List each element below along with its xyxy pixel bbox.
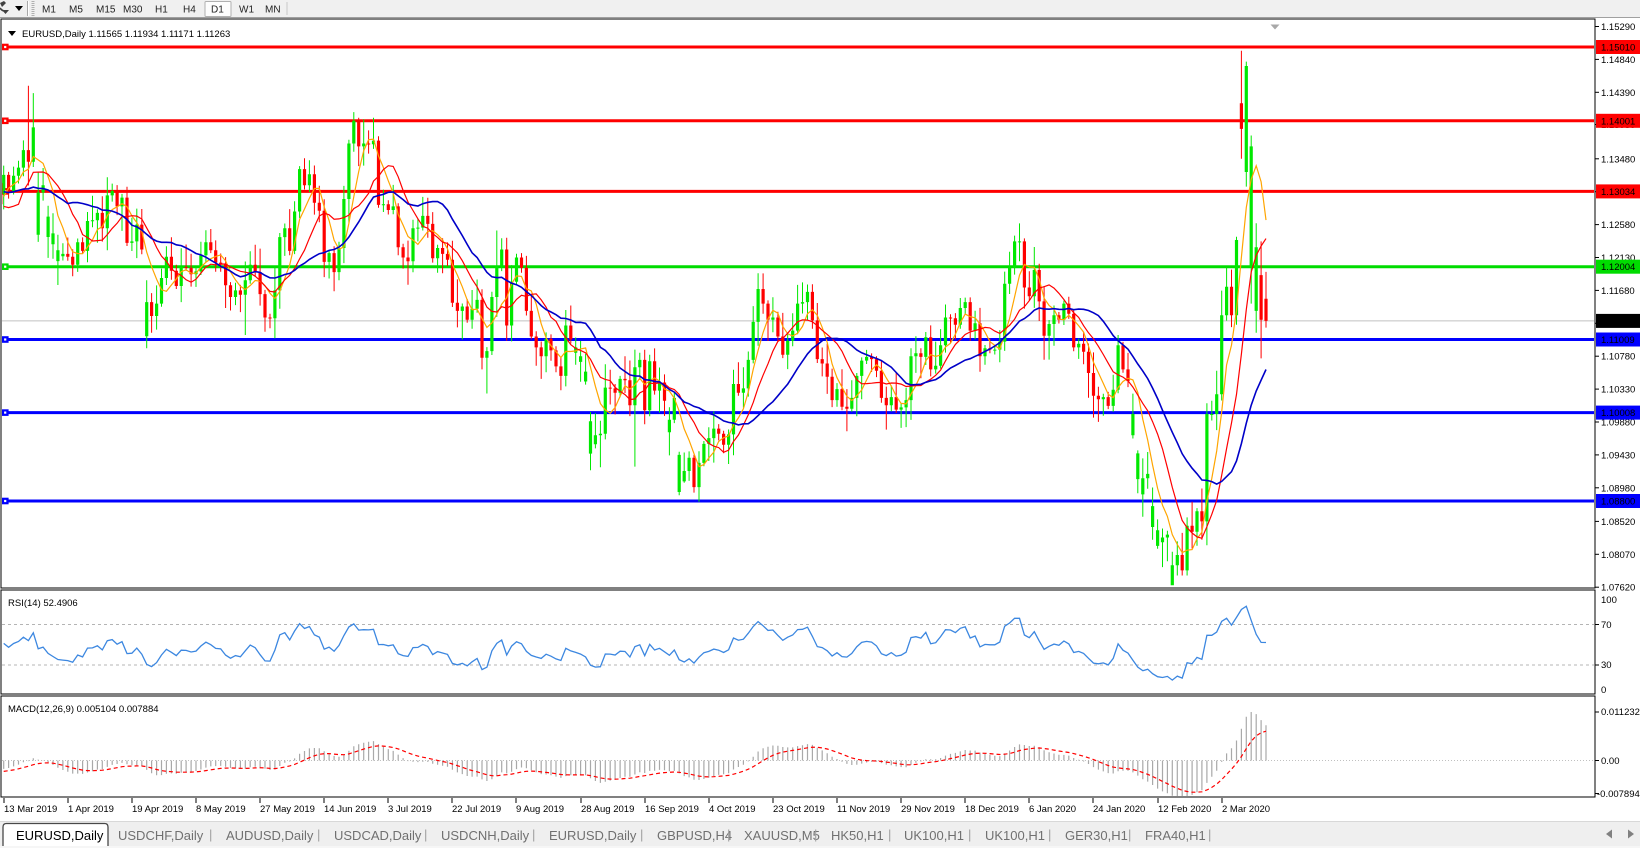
- svg-text:H4: H4: [183, 5, 196, 16]
- svg-text:1.12580: 1.12580: [1601, 220, 1635, 231]
- svg-text:1.11680: 1.11680: [1601, 286, 1635, 297]
- svg-text:1.14390: 1.14390: [1601, 88, 1635, 99]
- svg-text:MACD(12,26,9) 0.005104 0.00788: MACD(12,26,9) 0.005104 0.007884: [8, 704, 159, 715]
- svg-text:|: |: [727, 827, 730, 842]
- svg-text:13 Mar 2019: 13 Mar 2019: [4, 804, 57, 815]
- svg-text:EURUSD,Daily 1.11565 1.11934: EURUSD,Daily 1.11565 1.11934 1.11171 1.1…: [22, 29, 230, 40]
- svg-text:EURUSD,Daily: EURUSD,Daily: [16, 828, 104, 843]
- svg-text:19 Apr 2019: 19 Apr 2019: [132, 804, 183, 815]
- svg-text:|: |: [532, 827, 535, 842]
- svg-text:|: |: [1048, 827, 1051, 842]
- svg-text:W1: W1: [239, 5, 254, 16]
- svg-text:1.11009: 1.11009: [1601, 335, 1635, 346]
- svg-text:1.12130: 1.12130: [1601, 253, 1635, 264]
- svg-text:23 Oct 2019: 23 Oct 2019: [773, 804, 825, 815]
- svg-text:FRA40,H1: FRA40,H1: [1145, 828, 1206, 843]
- svg-text:HK50,H1: HK50,H1: [831, 828, 884, 843]
- svg-text:1.09430: 1.09430: [1601, 450, 1635, 461]
- svg-text:18 Dec 2019: 18 Dec 2019: [965, 804, 1019, 815]
- svg-text:8 May 2019: 8 May 2019: [196, 804, 246, 815]
- svg-text:1.07620: 1.07620: [1601, 583, 1635, 594]
- svg-text:1.13480: 1.13480: [1601, 154, 1635, 165]
- svg-text:|: |: [209, 827, 212, 842]
- svg-text:M15: M15: [96, 5, 116, 16]
- svg-text:|: |: [640, 827, 643, 842]
- svg-text:MN: MN: [265, 5, 281, 16]
- svg-text:|: |: [424, 827, 427, 842]
- svg-text:1.08520: 1.08520: [1601, 517, 1635, 528]
- svg-text:16 Sep 2019: 16 Sep 2019: [645, 804, 699, 815]
- svg-text:11 Nov 2019: 11 Nov 2019: [837, 804, 890, 815]
- svg-text:1 Apr 2019: 1 Apr 2019: [68, 804, 114, 815]
- svg-text:|: |: [1128, 827, 1131, 842]
- svg-text:6 Jan 2020: 6 Jan 2020: [1029, 804, 1076, 815]
- svg-text:1.09880: 1.09880: [1601, 418, 1635, 429]
- svg-text:12 Feb 2020: 12 Feb 2020: [1158, 804, 1211, 815]
- svg-text:AUDUSD,Daily: AUDUSD,Daily: [226, 828, 314, 843]
- svg-text:M1: M1: [42, 5, 56, 16]
- svg-text:1.11263: 1.11263: [1601, 316, 1635, 327]
- svg-text:USDCHF,Daily: USDCHF,Daily: [118, 828, 204, 843]
- svg-text:|: |: [1208, 827, 1211, 842]
- svg-text:0.011232: 0.011232: [1601, 707, 1640, 718]
- svg-text:|: |: [968, 827, 971, 842]
- svg-text:1.10008: 1.10008: [1601, 408, 1635, 419]
- svg-text:GBPUSD,H4: GBPUSD,H4: [657, 828, 732, 843]
- svg-text:|: |: [317, 827, 320, 842]
- svg-text:|: |: [888, 827, 891, 842]
- svg-text:USDCNH,Daily: USDCNH,Daily: [441, 828, 530, 843]
- svg-text:RSI(14) 52.4906: RSI(14) 52.4906: [8, 598, 78, 609]
- svg-text:0: 0: [1601, 685, 1606, 696]
- svg-text:1.12004: 1.12004: [1601, 262, 1635, 273]
- svg-text:14 Jun 2019: 14 Jun 2019: [324, 804, 376, 815]
- svg-text:1.14840: 1.14840: [1601, 55, 1635, 66]
- svg-text:3 Jul 2019: 3 Jul 2019: [388, 804, 432, 815]
- svg-text:1.10330: 1.10330: [1601, 385, 1635, 396]
- svg-text:D1: D1: [211, 5, 224, 16]
- svg-text:24 Jan 2020: 24 Jan 2020: [1093, 804, 1145, 815]
- svg-text:M5: M5: [69, 5, 83, 16]
- svg-text:28 Aug 2019: 28 Aug 2019: [581, 804, 634, 815]
- svg-text:70: 70: [1601, 620, 1612, 631]
- svg-text:22 Jul 2019: 22 Jul 2019: [452, 804, 501, 815]
- svg-text:0.00: 0.00: [1601, 756, 1620, 767]
- svg-text:GER30,H1: GER30,H1: [1065, 828, 1128, 843]
- svg-text:1.13034: 1.13034: [1601, 187, 1635, 198]
- svg-text:XAUUSD,M5: XAUUSD,M5: [744, 828, 820, 843]
- svg-text:27 May 2019: 27 May 2019: [260, 804, 315, 815]
- svg-text:USDCAD,Daily: USDCAD,Daily: [334, 828, 422, 843]
- svg-text:2 Mar 2020: 2 Mar 2020: [1222, 804, 1270, 815]
- svg-text:9 Aug 2019: 9 Aug 2019: [516, 804, 564, 815]
- svg-text:UK100,H1: UK100,H1: [985, 828, 1045, 843]
- svg-text:1.10780: 1.10780: [1601, 352, 1635, 363]
- svg-text:30: 30: [1601, 660, 1612, 671]
- svg-text:|: |: [814, 827, 817, 842]
- svg-text:M30: M30: [123, 5, 143, 16]
- svg-text:1.14001: 1.14001: [1601, 116, 1635, 127]
- svg-text:UK100,H1: UK100,H1: [904, 828, 964, 843]
- svg-text:29 Nov 2019: 29 Nov 2019: [901, 804, 955, 815]
- svg-text:1.15010: 1.15010: [1601, 43, 1635, 54]
- svg-text:-0.007894: -0.007894: [1597, 789, 1640, 800]
- svg-text:1.08980: 1.08980: [1601, 483, 1635, 494]
- svg-text:1.08070: 1.08070: [1601, 550, 1635, 561]
- svg-text:4 Oct 2019: 4 Oct 2019: [709, 804, 755, 815]
- svg-text:1.08800: 1.08800: [1601, 497, 1635, 508]
- svg-text:1.15290: 1.15290: [1601, 22, 1635, 33]
- svg-text:100: 100: [1601, 595, 1617, 606]
- svg-text:EURUSD,Daily: EURUSD,Daily: [549, 828, 637, 843]
- svg-text:H1: H1: [155, 5, 168, 16]
